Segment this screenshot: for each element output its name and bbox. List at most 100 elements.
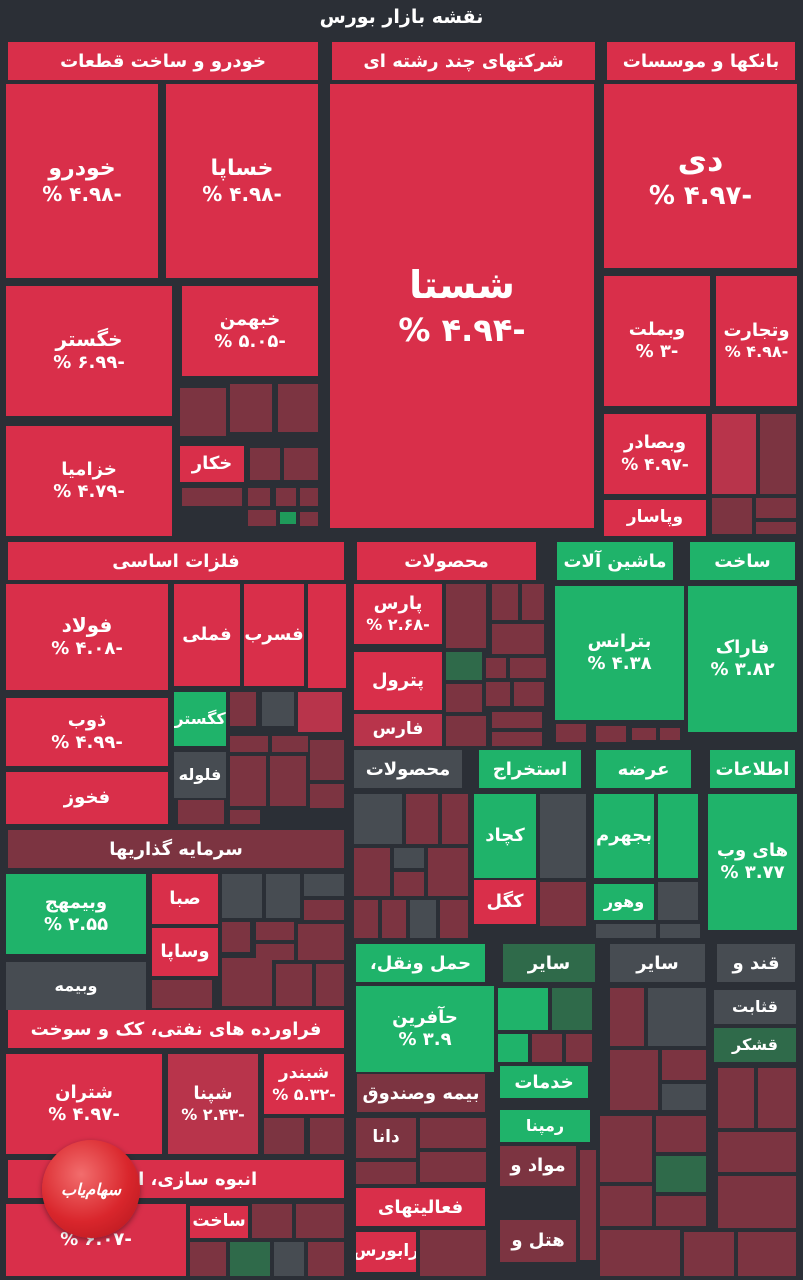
treemap-cell[interactable] [256,922,294,940]
treemap-cell[interactable] [420,1118,486,1148]
treemap-cell[interactable] [310,740,344,780]
treemap-cell[interactable] [264,1118,304,1154]
sector-header[interactable]: محصولات [354,750,462,788]
sector-header[interactable]: ماشین آلات [557,542,673,580]
stock-tile[interactable]: کگل [474,880,536,924]
treemap-cell[interactable] [440,900,468,938]
treemap-cell[interactable] [230,1242,270,1276]
stock-tile[interactable]: وتجارت -۴.۹۸ % [716,276,797,406]
treemap-cell[interactable] [712,414,756,494]
sector-header[interactable]: اطلاعات [710,750,795,788]
treemap-cell[interactable] [760,414,796,494]
treemap-cell[interactable] [522,584,544,620]
treemap-cell[interactable] [406,794,438,844]
stock-tile[interactable]: حآفرین ۳.۹ % [356,986,494,1072]
treemap-cell[interactable] [540,882,586,926]
stock-tile[interactable]: رمپنا [500,1110,590,1142]
treemap-cell[interactable] [266,874,300,918]
treemap-cell[interactable] [510,658,546,678]
stock-tile[interactable]: فاراک ۳.۸۲ % [688,586,797,732]
stock-tile[interactable]: پترول [354,652,442,710]
treemap-cell[interactable] [420,1152,486,1182]
treemap-cell[interactable] [656,1196,706,1226]
stock-tile[interactable]: شستا -۴.۹۴ % [330,84,594,528]
treemap-cell[interactable] [486,658,506,678]
treemap-cell[interactable] [442,794,468,844]
treemap-cell[interactable] [276,964,312,1006]
treemap-cell[interactable] [262,692,294,726]
sector-header[interactable]: فلزات اساسی [8,542,344,580]
treemap-cell[interactable] [712,498,752,534]
treemap-cell[interactable] [446,652,482,680]
sector-header[interactable]: سایر [610,944,705,982]
stock-tile[interactable]: قشکر [714,1028,796,1062]
treemap-cell[interactable] [410,900,436,938]
stock-tile[interactable]: خگستر -۶.۹۹ % [6,286,172,416]
stock-tile[interactable]: وهور [594,884,654,920]
stock-tile[interactable]: بترانس ۴.۳۸ % [555,586,684,720]
treemap-cell[interactable] [230,692,256,726]
treemap-cell[interactable] [632,728,656,740]
stock-tile[interactable]: دی -۴.۹۷ % [604,84,797,268]
treemap-cell[interactable] [492,624,544,654]
stock-tile[interactable]: کگستر [174,692,226,746]
sector-header[interactable]: حمل ونقل، [356,944,485,982]
sector-header[interactable]: خودرو و ساخت قطعات [8,42,318,80]
treemap-cell[interactable] [272,736,308,752]
treemap-cell[interactable] [256,944,294,960]
treemap-cell[interactable] [310,784,344,808]
stock-tile[interactable]: خبهمن -۵.۰۵ % [182,286,318,376]
treemap-cell[interactable] [446,584,486,648]
treemap-cell[interactable] [356,1162,416,1184]
treemap-cell[interactable] [446,684,482,712]
treemap-cell[interactable] [316,964,344,1006]
treemap-cell[interactable] [662,1084,706,1110]
treemap-cell[interactable] [600,1186,652,1226]
sector-header[interactable]: بانکها و موسسات [607,42,795,80]
treemap-cell[interactable] [304,874,344,896]
sector-header[interactable]: ساخت [690,542,795,580]
treemap-cell[interactable] [280,512,296,524]
treemap-cell[interactable] [276,488,296,506]
treemap-cell[interactable] [486,682,510,706]
stock-tile[interactable]: شپنا -۲.۴۳ % [168,1054,258,1154]
treemap-cell[interactable] [660,728,680,740]
treemap-cell[interactable] [532,1034,562,1062]
treemap-cell[interactable] [514,682,544,706]
treemap-cell[interactable] [718,1176,796,1228]
stock-tile[interactable]: وساپا [152,928,218,976]
treemap-cell[interactable] [718,1068,754,1128]
treemap-cell[interactable] [178,800,224,824]
treemap-cell[interactable] [222,922,250,952]
treemap-cell[interactable] [310,1118,344,1154]
treemap-cell[interactable] [600,1116,652,1182]
treemap-cell[interactable] [660,924,700,938]
treemap-cell[interactable] [610,988,644,1046]
treemap-cell[interactable] [190,1242,226,1276]
sector-header[interactable]: بیمه وصندوق [357,1074,485,1112]
treemap-cell[interactable] [492,712,542,728]
stock-tile[interactable]: فخوز [6,772,168,824]
treemap-cell[interactable] [298,924,344,960]
treemap-cell[interactable] [222,958,272,1006]
stock-tile[interactable]: فلوله [174,752,226,798]
treemap-cell[interactable] [580,1150,596,1260]
stock-tile[interactable]: پارس -۲.۶۸ % [354,584,442,644]
stock-tile[interactable]: هتل و [500,1220,576,1262]
stock-tile[interactable]: ذوب -۴.۹۹ % [6,698,168,766]
sector-header[interactable]: سایر [503,944,595,982]
stock-tile[interactable]: قثابت [714,990,796,1024]
treemap-cell[interactable] [274,1242,304,1276]
treemap-cell[interactable] [658,794,698,878]
sector-header[interactable]: استخراج [479,750,581,788]
treemap-cell[interactable] [556,724,586,742]
treemap-cell[interactable] [230,756,266,806]
stock-tile[interactable]: شبندر -۵.۳۲ % [264,1054,344,1114]
stock-tile[interactable]: شتران -۴.۹۷ % [6,1054,162,1154]
treemap-cell[interactable] [248,510,276,526]
treemap-cell[interactable] [394,872,424,896]
stock-tile[interactable]: فولاد -۴.۰۸ % [6,584,168,690]
stock-tile[interactable]: فارس [354,714,442,746]
treemap-cell[interactable] [354,848,390,896]
stock-tile[interactable]: صبا [152,874,218,924]
